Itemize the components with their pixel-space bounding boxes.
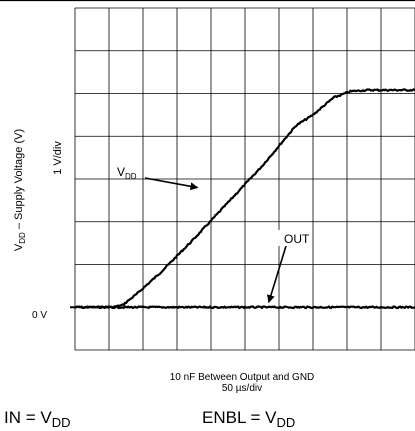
grid bbox=[70, 7, 415, 351]
condition-enbl: ENBL = VDD bbox=[202, 408, 295, 430]
x-caption: 10 nF Between Output and GND bbox=[170, 372, 315, 383]
condition-in: IN = VDD bbox=[4, 408, 71, 430]
y-scale-label: 1 V/div bbox=[52, 141, 64, 175]
out-label-background bbox=[272, 230, 300, 246]
out-trace-label: OUT bbox=[284, 232, 310, 246]
x-scale-label: 50 µs/div bbox=[222, 383, 262, 394]
trace-out bbox=[74, 305, 415, 310]
zero-level-label: 0 V bbox=[32, 310, 47, 321]
annotation-arrows bbox=[144, 177, 287, 304]
vdd-trace-label: VDD bbox=[117, 165, 137, 181]
traces bbox=[74, 88, 415, 310]
arrow-out bbox=[267, 245, 287, 304]
trace-vdd bbox=[74, 88, 415, 310]
arrow-vdd bbox=[144, 177, 199, 191]
y-axis-label: VDD – Supply Voltage (V) bbox=[13, 129, 27, 251]
